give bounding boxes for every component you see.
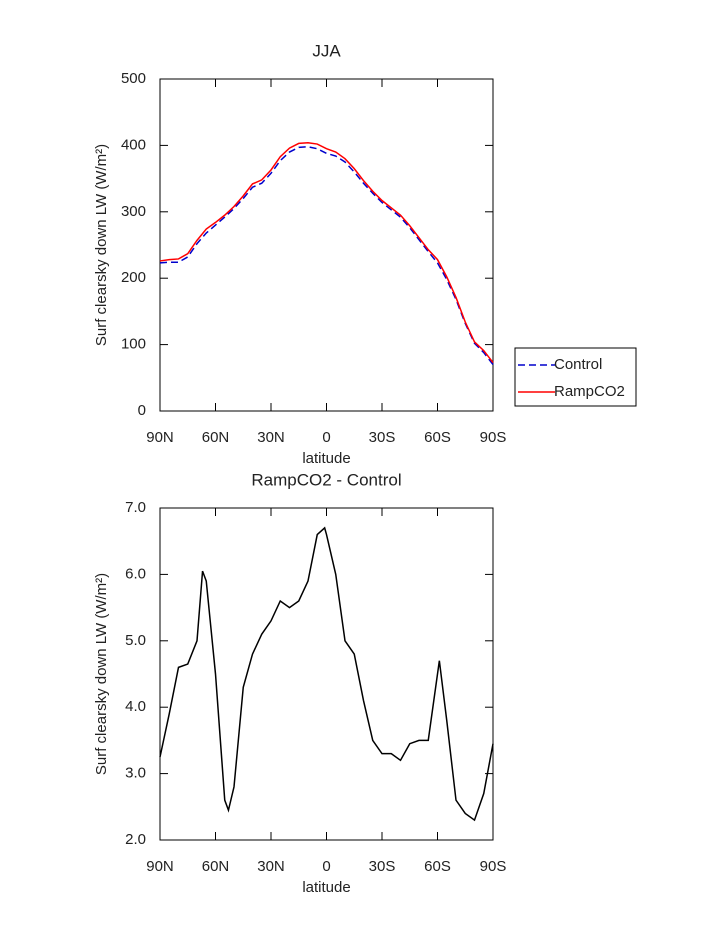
x-tick-label: 90S [480,429,507,446]
x-tick-label: 60N [202,429,230,446]
x-tick-label: 30N [257,858,285,875]
y-tick-label: 3.0 [125,765,146,782]
x-tick-label: 60N [202,858,230,875]
x-tick-label: 60S [424,429,451,446]
x-tick-label: 30N [257,429,285,446]
y-axis-label: Surf clearsky down LW (W/m²) [93,144,110,346]
y-axis-label: Surf clearsky down LW (W/m²) [93,573,110,775]
x-tick-label: 90N [146,858,174,875]
data-line [159,141,494,363]
data-line [159,145,494,365]
y-tick-label: 2.0 [125,831,146,848]
y-tick-label: 5.0 [125,632,146,649]
chart-title: RampCO2 - Control [251,470,401,489]
x-tick-label: 30S [369,429,396,446]
y-tick-label: 0 [138,402,146,419]
plot-frame [159,78,494,412]
legend-label: Control [554,356,602,373]
y-tick-label: 7.0 [125,499,146,516]
x-axis-label: latitude [302,879,350,896]
plot-frame [159,507,494,841]
x-tick-label: 90S [480,858,507,875]
y-tick-label: 400 [121,136,146,153]
x-axis-label: latitude [302,450,350,467]
y-tick-label: 100 [121,336,146,353]
y-tick-label: 6.0 [125,565,146,582]
x-tick-label: 30S [369,858,396,875]
y-tick-label: 500 [121,70,146,87]
chart-title: JJA [312,41,341,60]
x-tick-label: 0 [322,858,330,875]
y-tick-label: 300 [121,203,146,220]
x-tick-label: 60S [424,858,451,875]
x-tick-label: 0 [322,429,330,446]
legend-label: RampCO2 [554,383,625,400]
legend-box [514,347,637,407]
data-line [159,526,494,822]
y-tick-label: 200 [121,269,146,286]
x-tick-label: 90N [146,429,174,446]
y-tick-label: 4.0 [125,698,146,715]
